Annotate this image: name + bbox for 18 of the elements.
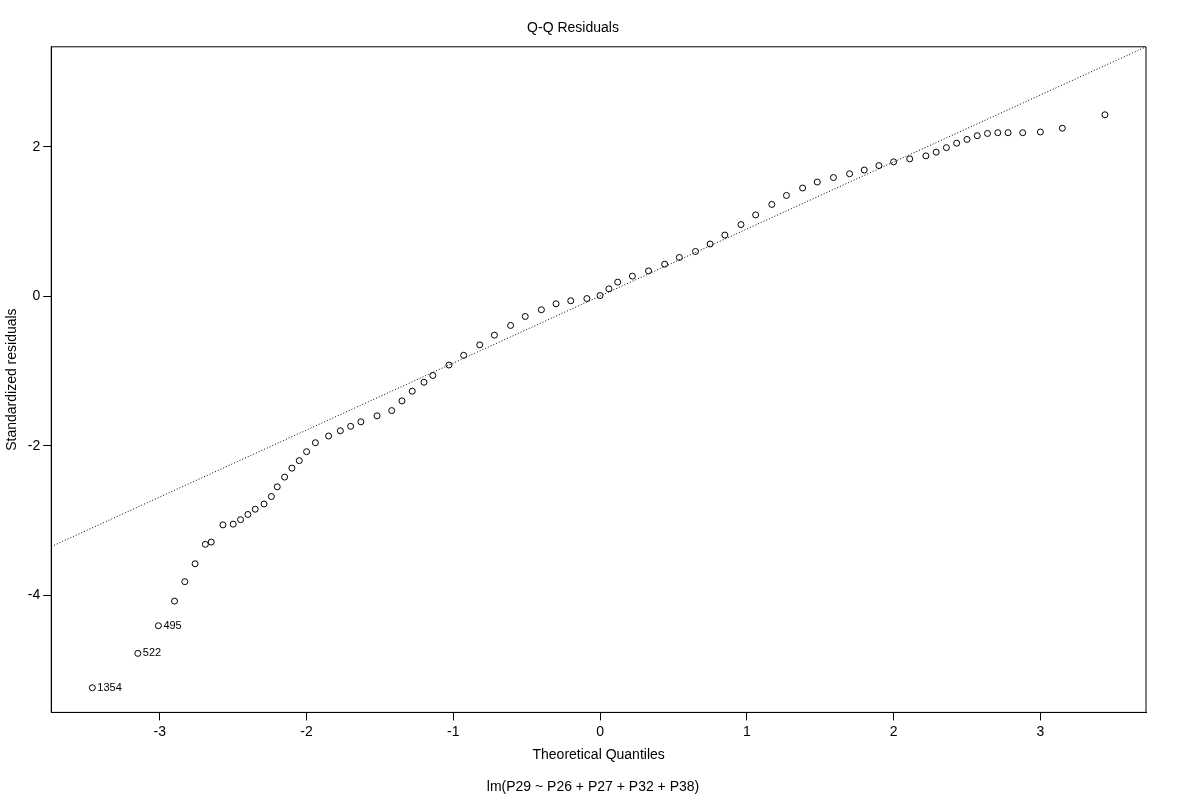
annotation: 1354 — [97, 680, 122, 693]
x-tick-label: -3 — [153, 722, 167, 739]
x-tick-label: 2 — [889, 722, 898, 739]
x-tick-label: 1 — [742, 722, 751, 739]
x-tick-label: 3 — [1036, 722, 1045, 739]
y-tick-label: 0 — [32, 287, 41, 304]
y-tick-label: 2 — [32, 137, 41, 154]
x-axis-title: Theoretical Quantiles — [532, 746, 665, 763]
x-tick-label: -2 — [300, 722, 314, 739]
chart-title: Q-Q Residuals — [527, 19, 619, 36]
x-tick-label: -1 — [447, 722, 460, 739]
y-tick-label: -2 — [27, 436, 41, 453]
y-tick-label: -4 — [27, 585, 41, 602]
y-axis-title: Standardized residuals — [3, 308, 20, 451]
x-tick-label: 0 — [596, 722, 605, 739]
text: lm(P29 ~ P26 + P27 + P32 + P38) — [485, 778, 701, 794]
annotation: 495 — [163, 618, 182, 631]
annotation: 522 — [142, 646, 162, 659]
